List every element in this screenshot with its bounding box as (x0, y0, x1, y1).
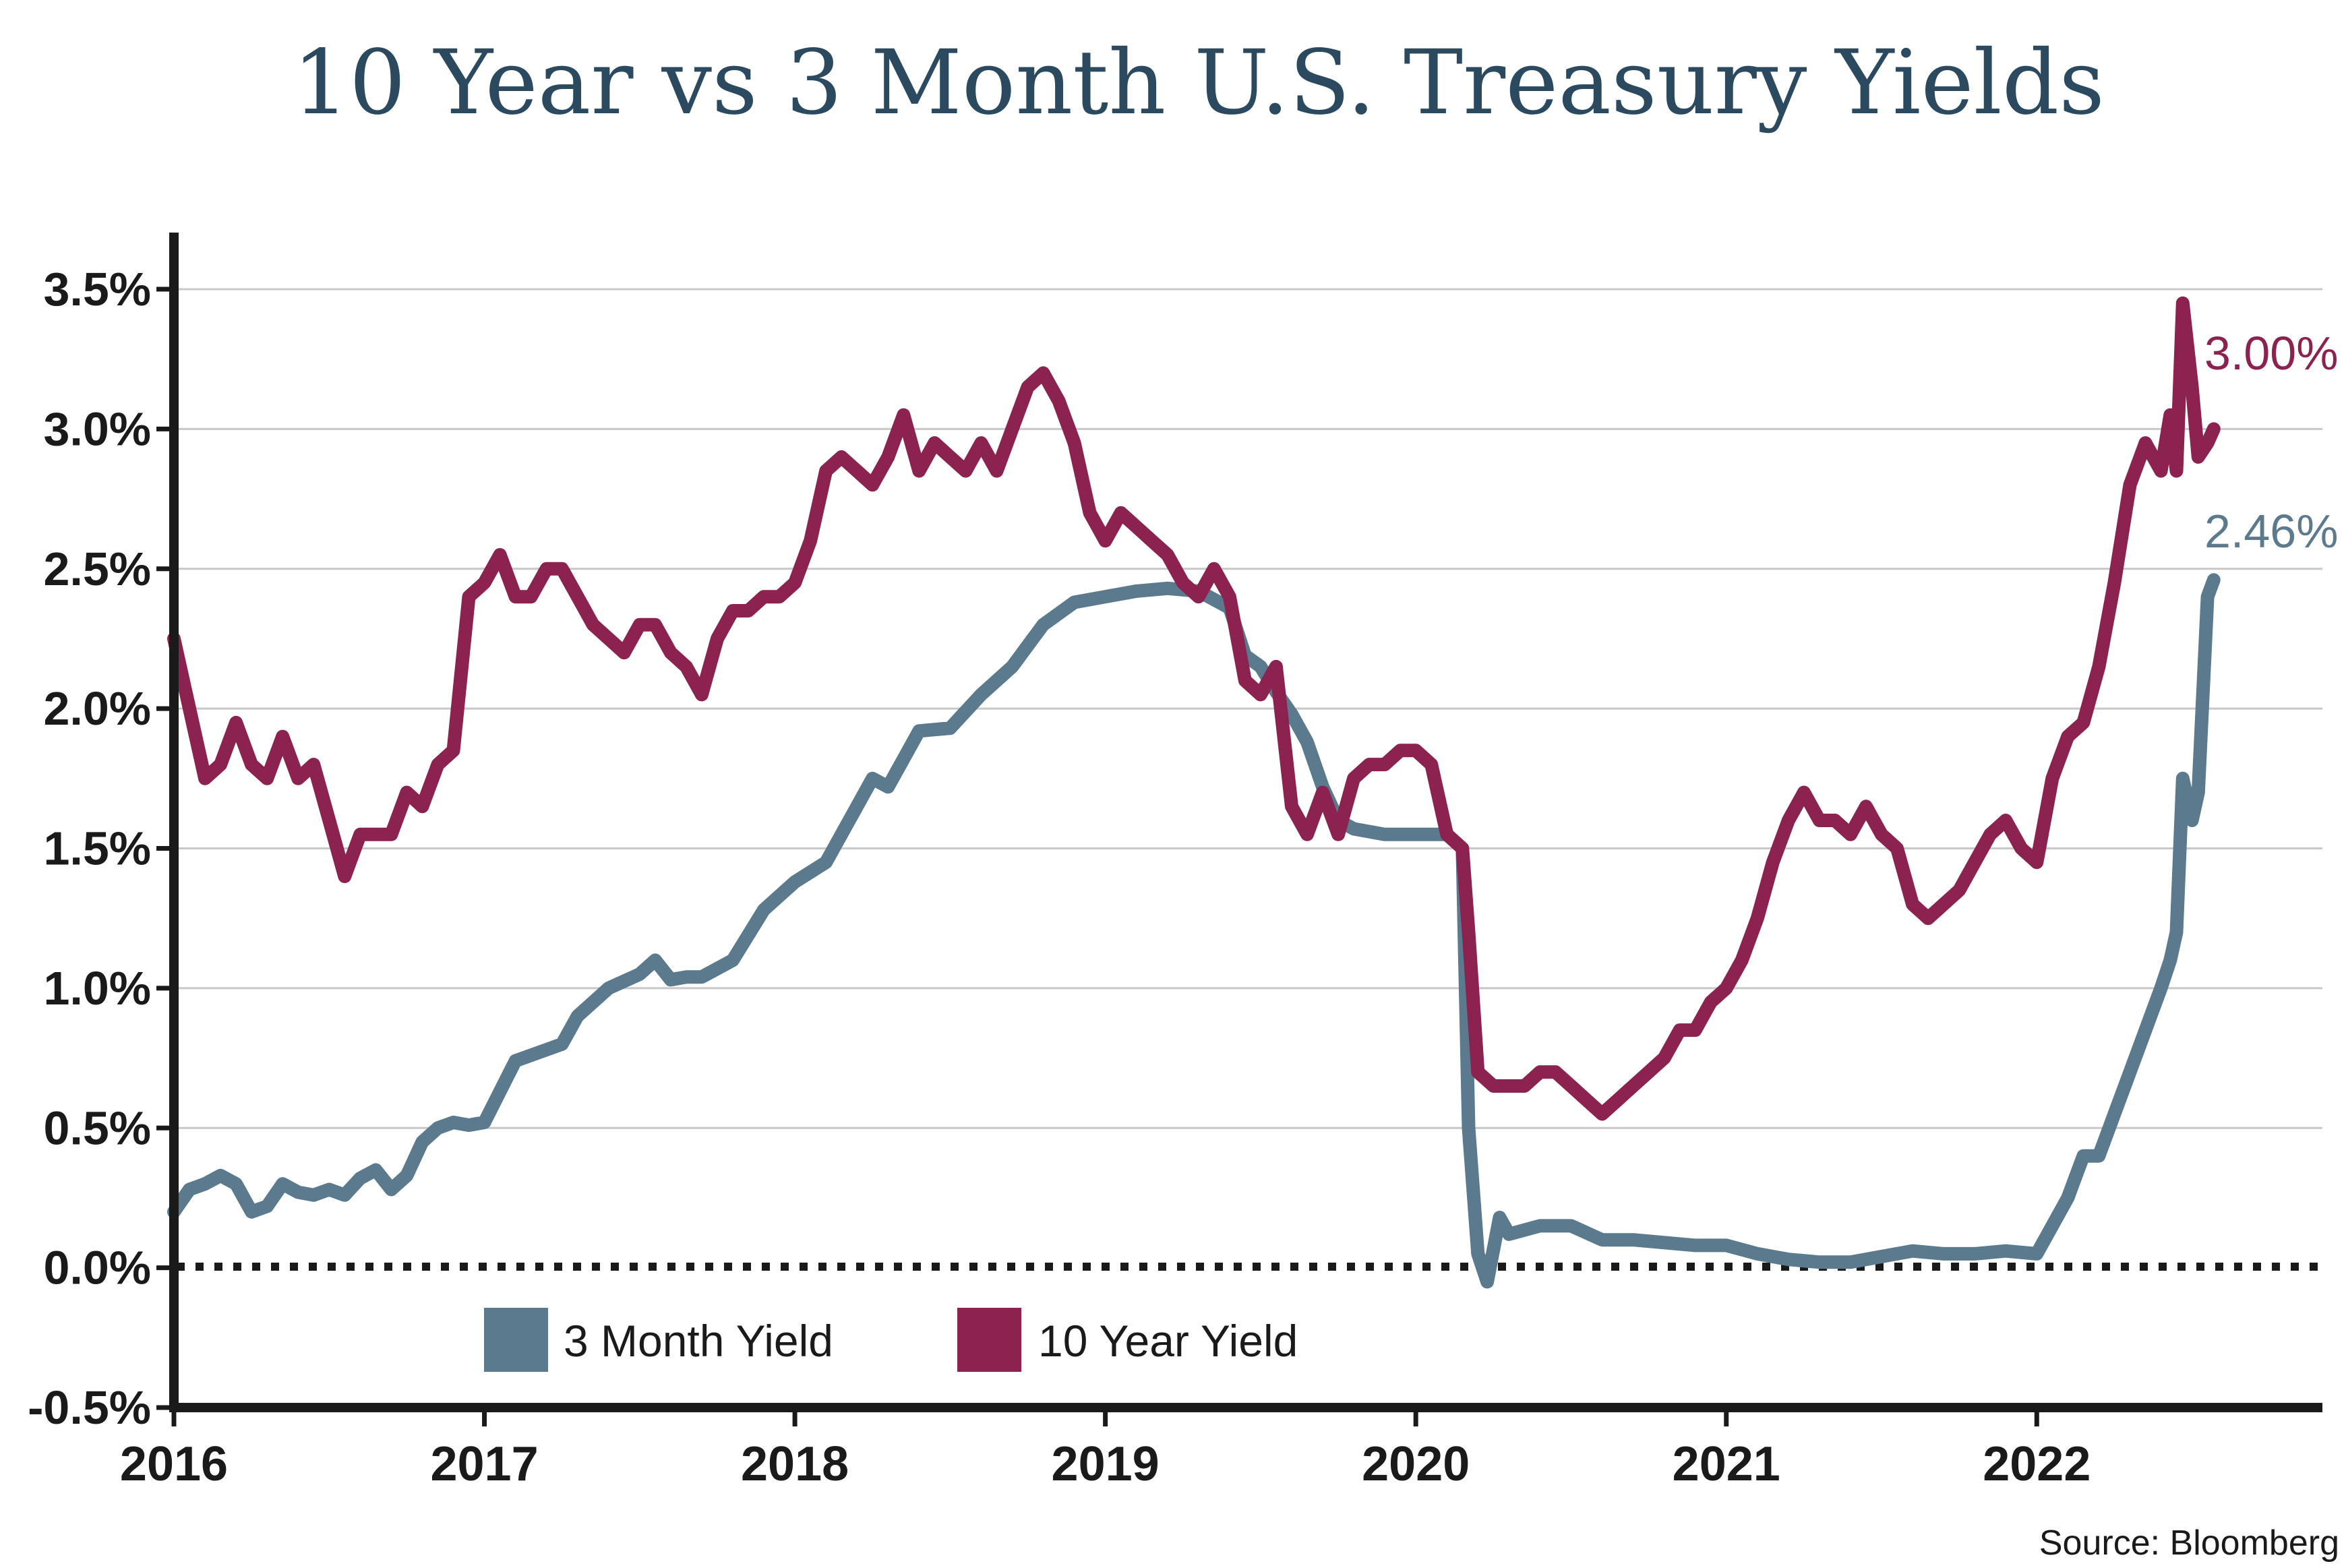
y-tick-label: -0.5% (28, 1381, 151, 1434)
y-tick-label: 2.0% (43, 682, 151, 735)
source-note: Source: Bloomberg (2039, 1524, 2339, 1563)
legend-label-3-month: 3 Month Yield (564, 1316, 833, 1366)
x-tick-label: 2019 (1052, 1437, 1160, 1491)
series-line-10-year (167, 296, 2221, 1121)
y-tick-labels: -0.5% 0.0% 0.5% 1.0% 1.5% 2.0% 2.5% 3.0% 3.5% (28, 263, 174, 1434)
x-tick-label: 2020 (1362, 1437, 1470, 1491)
series-lines (167, 296, 2221, 1289)
y-tick-label: 3.5% (43, 263, 151, 315)
end-label-3-month: 2.46% (2204, 505, 2338, 557)
legend-swatch-3-month (484, 1308, 548, 1372)
gridlines (174, 288, 2322, 1129)
x-tick-label: 2021 (1673, 1437, 1780, 1491)
legend: 3 Month Yield 10 Year Yield (484, 1308, 1298, 1372)
legend-label-10-year: 10 Year Yield (1038, 1316, 1298, 1366)
series-line-3-month (167, 573, 2221, 1289)
x-tick-label: 2018 (741, 1437, 849, 1491)
x-tick-label: 2022 (1983, 1437, 2091, 1491)
y-tick-label: 2.5% (43, 543, 151, 595)
x-tick-labels: 2016 2017 2018 2019 2020 2021 2022 (120, 1408, 2091, 1491)
y-tick-label: 1.5% (43, 822, 151, 875)
y-tick-label: 3.0% (43, 402, 151, 455)
end-label-10-year: 3.00% (2204, 327, 2338, 380)
x-tick-label: 2016 (120, 1437, 228, 1491)
x-tick-label: 2017 (430, 1437, 538, 1491)
chart-title: 10 Year vs 3 Month U.S. Treasury Yields (293, 31, 2105, 135)
y-tick-label: 0.5% (43, 1102, 151, 1154)
y-tick-label: 0.0% (43, 1242, 151, 1294)
y-tick-label: 1.0% (43, 962, 151, 1015)
legend-swatch-10-year (957, 1308, 1021, 1372)
